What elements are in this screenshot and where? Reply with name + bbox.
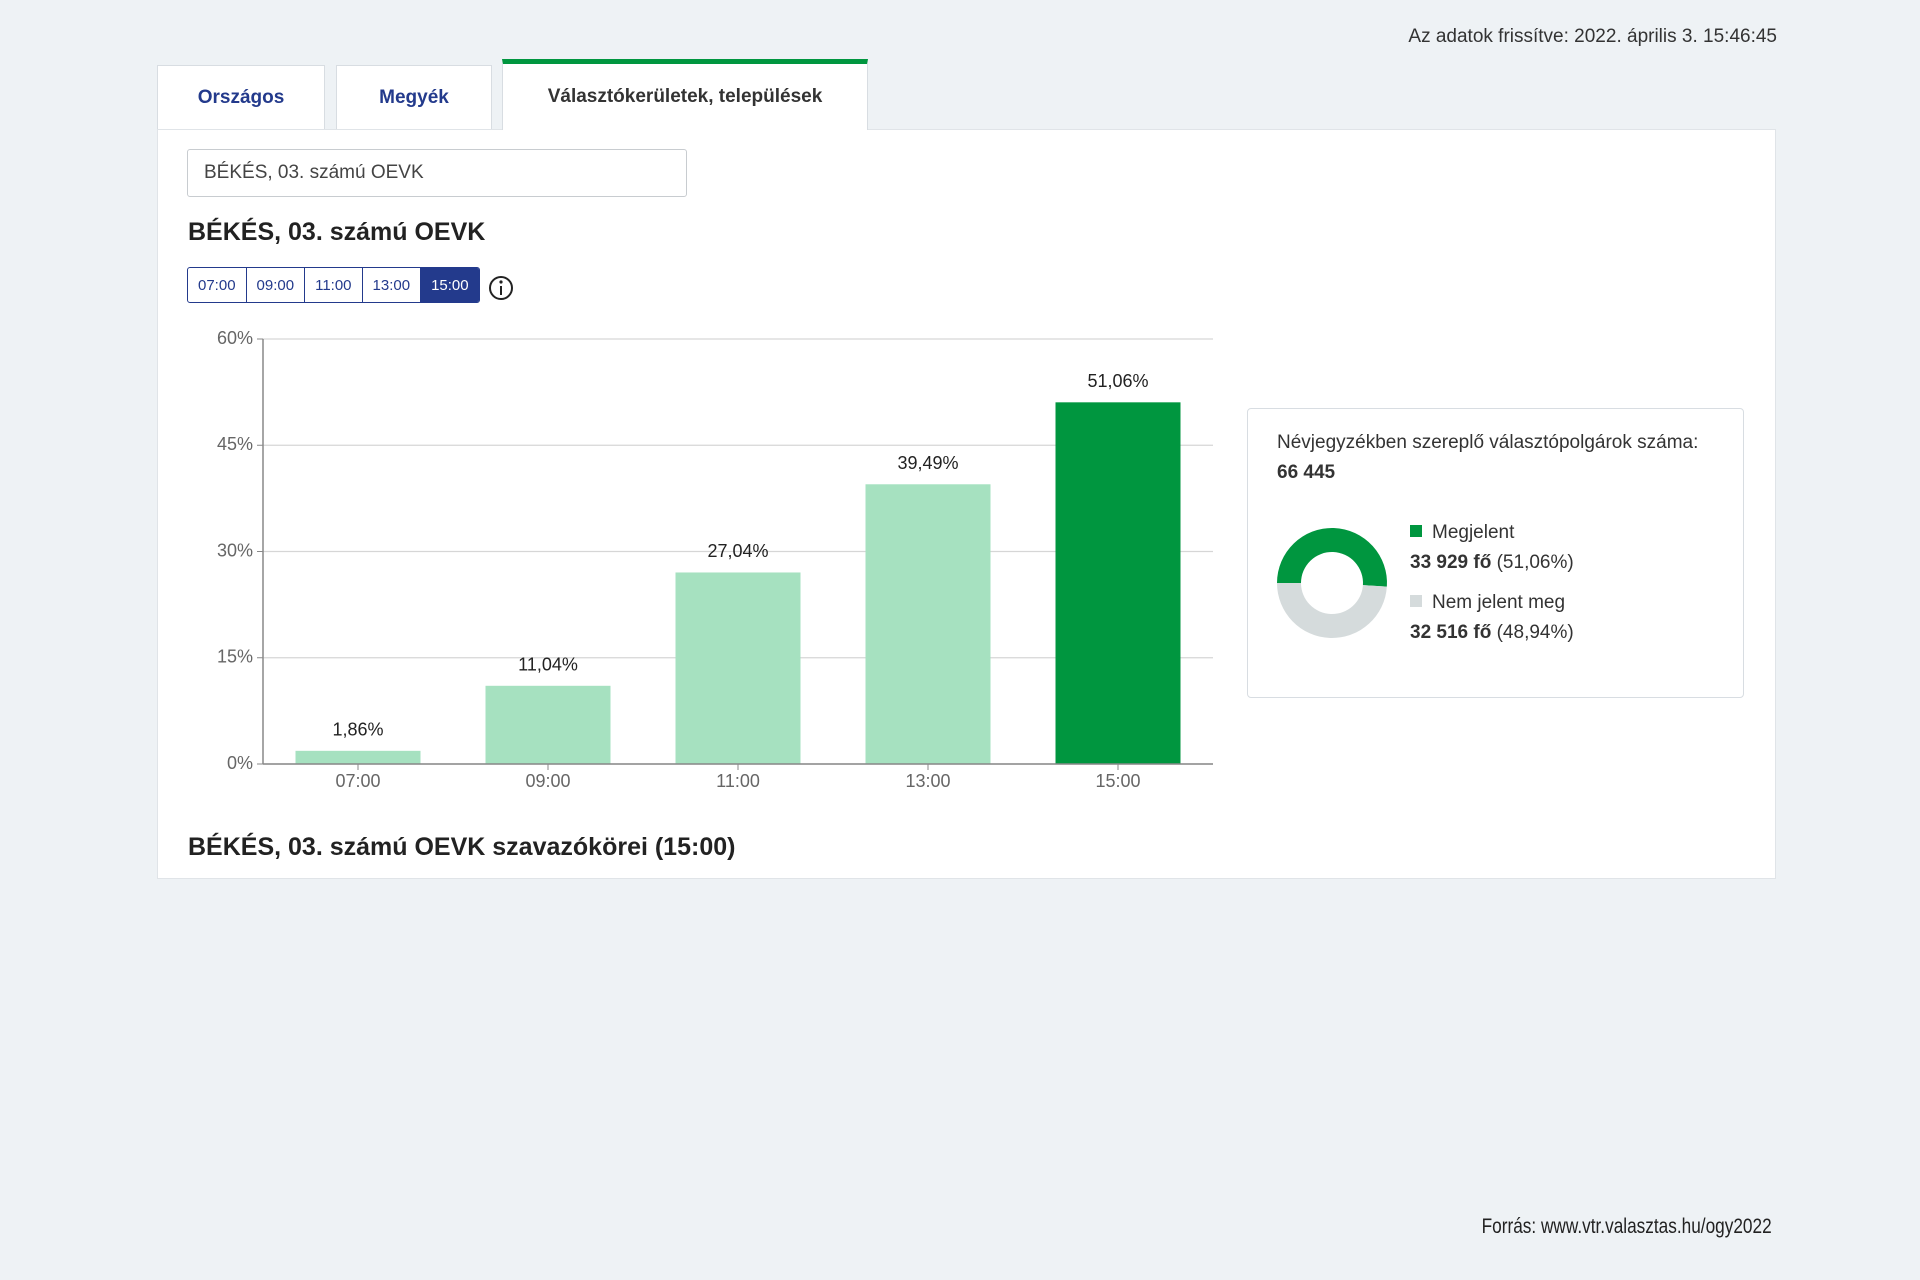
info-icon xyxy=(489,276,513,300)
legend-label: Nem jelent meg xyxy=(1432,592,1566,613)
legend-label: Megjelent xyxy=(1432,522,1515,543)
panel-total: 66 445 xyxy=(1277,462,1336,483)
district-select[interactable]: BÉKÉS, 03. számú OEVK xyxy=(187,149,687,197)
time-button[interactable]: 07:00 xyxy=(188,268,247,302)
count-label: 32 516 fő xyxy=(1410,622,1492,643)
info-circle xyxy=(489,276,513,300)
time-button[interactable]: 11:00 xyxy=(305,268,363,302)
legend-value: 33 929 fő (51,06%) xyxy=(1410,552,1574,574)
legend-swatch xyxy=(1410,595,1422,607)
time-buttons: 07:00 09:00 11:00 13:00 15:00 xyxy=(187,267,480,303)
value-label: (48,94%) xyxy=(1496,622,1574,643)
tab-active[interactable]: Választókerületek, települések xyxy=(502,59,868,130)
time-button[interactable]: 09:00 xyxy=(247,268,306,302)
summary-panel xyxy=(1247,408,1744,698)
legend-entry: Nem jelent meg xyxy=(1410,592,1565,614)
count-label: 33 929 fő xyxy=(1410,552,1492,573)
section-heading: BÉKÉS, 03. számú OEVK szavazókörei (15:0… xyxy=(188,833,736,861)
heading: BÉKÉS, 03. számú OEVK xyxy=(188,218,486,246)
source: Forrás: www.vtr.valasztas.hu/ogy2022 xyxy=(1481,1215,1772,1238)
info-dot xyxy=(499,280,503,284)
tab[interactable]: Megyék xyxy=(336,65,492,129)
legend-value: 32 516 fő (48,94%) xyxy=(1410,622,1574,644)
legend-entry: Megjelent xyxy=(1410,522,1514,544)
legend-swatch xyxy=(1410,525,1422,537)
tab[interactable]: Országos xyxy=(157,65,325,129)
update-time: Az adatok frissítve: 2022. április 3. 15… xyxy=(1408,26,1777,47)
time-button-active[interactable]: 15:00 xyxy=(421,268,479,302)
time-button[interactable]: 13:00 xyxy=(363,268,422,302)
panel-title: Névjegyzékben szereplő választópolgárok … xyxy=(1277,432,1699,453)
value-label: (51,06%) xyxy=(1496,552,1574,573)
